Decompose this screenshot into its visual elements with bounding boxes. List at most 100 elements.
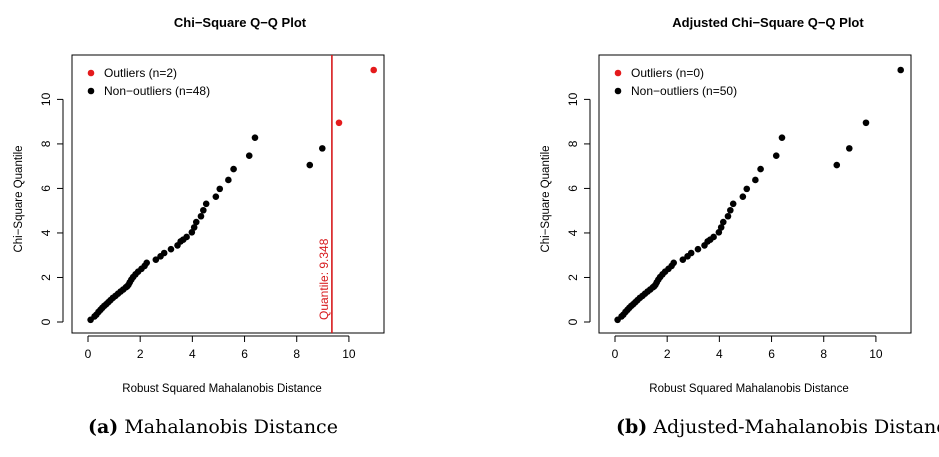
outlier-point	[370, 66, 377, 74]
y-tick-label: 8	[39, 140, 53, 147]
non-outlier-point	[230, 165, 237, 173]
y-axis-label: Chi−Square Quantile	[13, 145, 25, 252]
non-outlier-point	[757, 165, 764, 173]
y-tick-label: 8	[566, 140, 580, 147]
non-outlier-point	[724, 212, 732, 220]
x-tick-label: 2	[664, 347, 671, 361]
non-outlier-point	[318, 145, 326, 152]
panel-b: Adjusted Chi−Square Q−Q Plot 0 2 4 6 8 10 0 2 4…	[540, 15, 912, 395]
non-outlier-point	[143, 259, 151, 267]
non-outlier-point	[650, 283, 658, 290]
non-outlier-point	[179, 236, 187, 243]
y-axis: 0 2 4 6 8 10	[39, 92, 64, 325]
plot-frame	[598, 54, 912, 334]
non-outlier-point	[123, 283, 131, 290]
non-outlier-point	[743, 185, 751, 193]
legend: Outliers (n=0) Non−outliers (n=50)	[614, 66, 737, 98]
non-outlier-point	[216, 185, 224, 193]
x-tick-label: 0	[85, 347, 92, 361]
caption-text: Mahalanobis Distance	[124, 416, 338, 438]
non-outlier-point	[190, 224, 198, 231]
x-tick-label: 4	[716, 347, 723, 361]
x-axis-label: Robust Squared Mahalanobis Distance	[122, 383, 321, 395]
y-tick-label: 0	[39, 318, 53, 325]
non-outlier-point	[160, 249, 168, 257]
non-outlier-point	[715, 228, 723, 236]
y-tick-label: 2	[566, 274, 580, 281]
non-outlier-point	[670, 259, 678, 267]
non-outlier-point	[862, 119, 870, 127]
non-outlier-point	[833, 161, 841, 169]
non-outlier-point	[694, 245, 702, 253]
x-tick-label: 4	[189, 347, 196, 361]
caption-text: Adjusted-Mahalanobis Distance	[653, 416, 939, 438]
non-outlier-point	[897, 66, 904, 74]
y-tick-label: 2	[39, 274, 53, 281]
threshold-lines: Quantile: 9.348	[317, 55, 333, 333]
non-outlier-point	[729, 200, 737, 208]
non-outlier-point	[251, 134, 259, 141]
legend-marker-non-outliers	[614, 87, 622, 95]
non-outlier-point	[706, 236, 714, 243]
non-outlier-point	[212, 193, 220, 200]
caption-tag: (a)	[88, 416, 119, 438]
caption-b: (b) Adjusted-Mahalanobis Distance	[616, 416, 939, 446]
non-outlier-point	[192, 218, 200, 226]
data-points	[87, 66, 377, 324]
figure-canvas: Chi−Square Q−Q Plot 0 2 4 6 8 10 0 2 4 6 8 10 Robu…	[13, 15, 912, 395]
legend-label-outliers: Outliers (n=0)	[631, 66, 704, 80]
non-outlier-point	[245, 152, 253, 160]
caption-tag: (b)	[616, 416, 648, 438]
legend-marker-outliers	[614, 69, 622, 77]
y-tick-label: 10	[39, 92, 53, 106]
x-tick-label: 2	[137, 347, 144, 361]
non-outlier-point	[306, 161, 314, 169]
x-tick-label: 0	[612, 347, 619, 361]
plot-frame	[71, 54, 385, 334]
non-outlier-point	[719, 218, 727, 226]
non-outlier-point	[202, 200, 210, 208]
non-outlier-point	[225, 176, 232, 184]
y-tick-label: 4	[566, 229, 580, 236]
non-outlier-point	[845, 145, 853, 152]
data-points	[614, 66, 904, 324]
threshold-label: Quantile: 9.348	[317, 238, 331, 320]
x-axis: 0 2 4 6 8 10	[612, 335, 883, 361]
y-tick-label: 6	[39, 185, 53, 192]
non-outlier-point	[679, 256, 687, 263]
legend-label-non-outliers: Non−outliers (n=48)	[104, 84, 210, 98]
legend-marker-outliers	[87, 69, 95, 77]
non-outlier-point	[188, 228, 196, 236]
legend: Outliers (n=2) Non−outliers (n=48)	[87, 66, 210, 98]
non-outlier-point	[200, 206, 207, 214]
non-outlier-point	[167, 245, 175, 253]
legend-label-non-outliers: Non−outliers (n=50)	[631, 84, 737, 98]
y-tick-label: 0	[566, 318, 580, 325]
y-axis-label: Chi−Square Quantile	[540, 145, 552, 252]
panel-a: Chi−Square Q−Q Plot 0 2 4 6 8 10 0 2 4 6 8 10 Robu…	[13, 15, 385, 395]
y-tick-label: 6	[566, 185, 580, 192]
x-tick-label: 6	[768, 347, 775, 361]
non-outlier-point	[197, 212, 205, 220]
x-axis-label: Robust Squared Mahalanobis Distance	[649, 383, 848, 395]
non-outlier-point	[687, 249, 695, 257]
y-axis: 0 2 4 6 8 10	[566, 92, 591, 325]
non-outlier-point	[717, 224, 725, 231]
x-tick-label: 10	[342, 347, 356, 361]
x-axis: 0 2 4 6 8 10	[85, 335, 356, 361]
non-outlier-point	[739, 193, 747, 200]
non-outlier-point	[727, 206, 734, 214]
y-tick-label: 10	[566, 92, 580, 106]
outlier-point	[335, 119, 343, 127]
caption-a: (a) Mahalanobis Distance	[88, 416, 338, 446]
chart-title: Adjusted Chi−Square Q−Q Plot	[672, 15, 864, 30]
x-tick-label: 6	[241, 347, 248, 361]
non-outlier-point	[752, 176, 759, 184]
non-outlier-point	[772, 152, 780, 160]
chart-title: Chi−Square Q−Q Plot	[174, 15, 307, 30]
x-tick-label: 10	[869, 347, 883, 361]
x-tick-label: 8	[293, 347, 300, 361]
non-outlier-point	[152, 256, 160, 263]
y-tick-label: 4	[39, 229, 53, 236]
non-outlier-point	[778, 134, 786, 141]
